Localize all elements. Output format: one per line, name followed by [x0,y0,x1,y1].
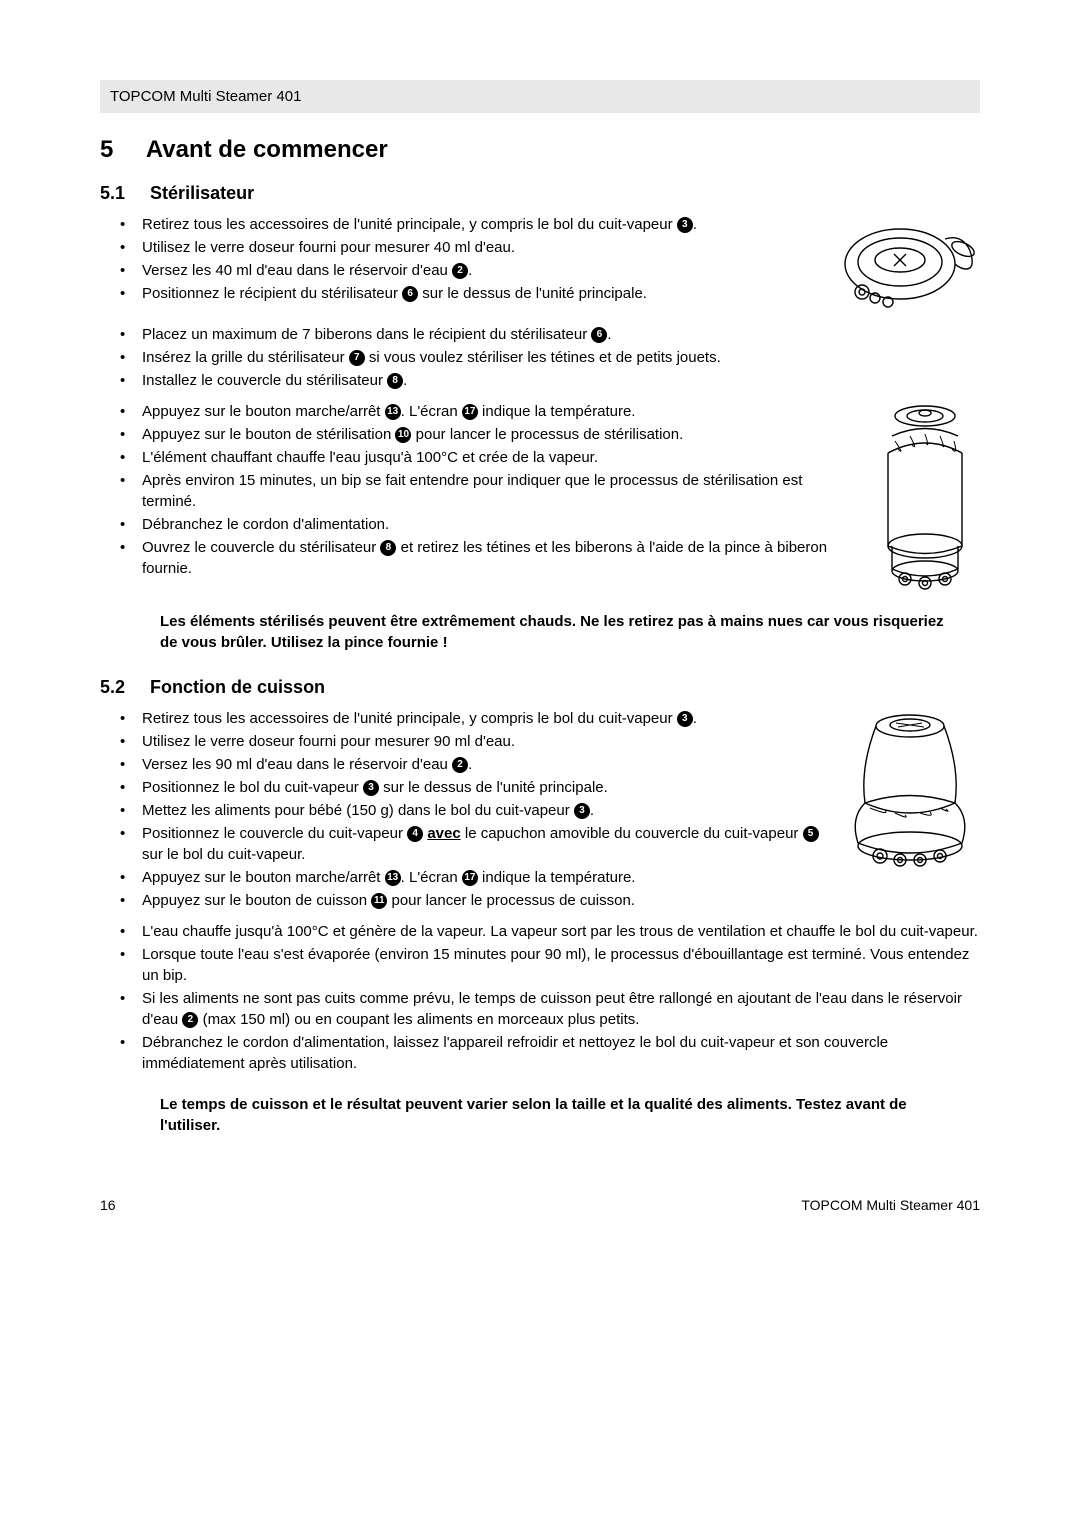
section-title: 5 Avant de commencer [100,133,980,167]
list-item: Si les aliments ne sont pas cuits comme … [120,988,980,1030]
number-badge-icon: 11 [371,893,387,909]
list-item: Mettez les aliments pour bébé (150 g) da… [120,800,820,821]
list-item: Appuyez sur le bouton de cuisson 11 pour… [120,890,820,911]
header-bar: TOPCOM Multi Steamer 401 [100,80,980,113]
footer-product: TOPCOM Multi Steamer 401 [801,1196,980,1216]
subsection-title-1: 5.1 Stérilisateur [100,181,980,206]
list-item: Après environ 15 minutes, un bip se fait… [120,470,850,512]
number-badge-icon: 13 [385,404,401,420]
sub1-bullets-a: Retirez tous les accessoires de l'unité … [100,214,810,304]
list-item: Placez un maximum de 7 biberons dans le … [120,324,980,345]
sub2-bullets-a: Retirez tous les accessoires de l'unité … [100,708,820,911]
sub1-warning: Les éléments stérilisés peuvent être ext… [100,601,980,663]
number-badge-icon: 3 [363,780,379,796]
list-item: Positionnez le couvercle du cuit-vapeur … [120,823,820,865]
number-badge-icon: 3 [677,217,693,233]
number-badge-icon: 2 [452,757,468,773]
list-item: Versez les 40 ml d'eau dans le réservoir… [120,260,810,281]
number-badge-icon: 3 [574,803,590,819]
subsection-title-2: 5.2 Fonction de cuisson [100,675,980,700]
list-item: Utilisez le verre doseur fourni pour mes… [120,731,820,752]
sub1-bullets-c: Appuyez sur le bouton marche/arrêt 13. L… [100,401,850,579]
sub2-bullets-b: L'eau chauffe jusqu'à 100°C et génère de… [100,921,980,1074]
sub2-warning: Le temps de cuisson et le résultat peuve… [100,1084,980,1146]
list-item: Lorsque toute l'eau s'est évaporée (envi… [120,944,980,986]
illustration-steamer-bowl [840,708,980,878]
number-badge-icon: 17 [462,870,478,886]
illustration-sterilizer [870,401,980,601]
page-number: 16 [100,1196,116,1216]
sub2-number: 5.2 [100,677,125,697]
list-item: Débranchez le cordon d'alimentation. [120,514,850,535]
list-item: Appuyez sur le bouton marche/arrêt 13. L… [120,401,850,422]
illustration-base-unit [830,214,980,324]
header-product: TOPCOM Multi Steamer 401 [110,88,301,105]
number-badge-icon: 8 [380,540,396,556]
section-number: 5 [100,136,113,163]
list-item: Ouvrez le couvercle du stérilisateur 8 e… [120,537,850,579]
number-badge-icon: 3 [677,711,693,727]
number-badge-icon: 4 [407,826,423,842]
list-item: Retirez tous les accessoires de l'unité … [120,708,820,729]
number-badge-icon: 13 [385,870,401,886]
list-item: Appuyez sur le bouton marche/arrêt 13. L… [120,867,820,888]
number-badge-icon: 10 [395,427,411,443]
number-badge-icon: 6 [591,327,607,343]
list-item: Appuyez sur le bouton de stérilisation 1… [120,424,850,445]
list-item: Retirez tous les accessoires de l'unité … [120,214,810,235]
list-item: Versez les 90 ml d'eau dans le réservoir… [120,754,820,775]
list-item: L'élément chauffant chauffe l'eau jusqu'… [120,447,850,468]
list-item: Installez le couvercle du stérilisateur … [120,370,980,391]
list-item: L'eau chauffe jusqu'à 100°C et génère de… [120,921,980,942]
number-badge-icon: 5 [803,826,819,842]
list-item: Insérez la grille du stérilisateur 7 si … [120,347,980,368]
number-badge-icon: 7 [349,350,365,366]
sub2-heading: Fonction de cuisson [150,677,325,697]
list-item: Positionnez le récipient du stérilisateu… [120,283,810,304]
list-item: Débranchez le cordon d'alimentation, lai… [120,1032,980,1074]
sub1-number: 5.1 [100,183,125,203]
number-badge-icon: 2 [452,263,468,279]
list-item: Positionnez le bol du cuit-vapeur 3 sur … [120,777,820,798]
sub1-heading: Stérilisateur [150,183,254,203]
number-badge-icon: 8 [387,373,403,389]
number-badge-icon: 2 [182,1012,198,1028]
footer: 16 TOPCOM Multi Steamer 401 [100,1196,980,1216]
sub1-bullets-b: Placez un maximum de 7 biberons dans le … [100,324,980,391]
number-badge-icon: 6 [402,286,418,302]
number-badge-icon: 17 [462,404,478,420]
list-item: Utilisez le verre doseur fourni pour mes… [120,237,810,258]
section-heading: Avant de commencer [146,136,388,163]
